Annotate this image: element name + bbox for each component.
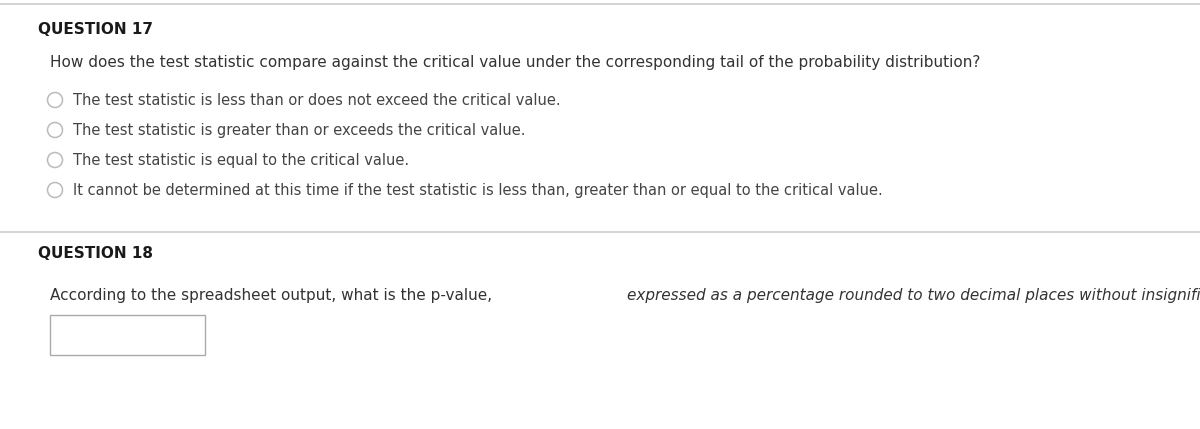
Text: The test statistic is less than or does not exceed the critical value.: The test statistic is less than or does … xyxy=(73,93,560,108)
Text: QUESTION 18: QUESTION 18 xyxy=(38,246,154,261)
Text: According to the spreadsheet output, what is the p-value,: According to the spreadsheet output, wha… xyxy=(50,288,497,303)
Text: QUESTION 17: QUESTION 17 xyxy=(38,22,154,37)
FancyBboxPatch shape xyxy=(50,315,205,355)
Text: The test statistic is equal to the critical value.: The test statistic is equal to the criti… xyxy=(73,153,409,168)
Text: How does the test statistic compare against the critical value under the corresp: How does the test statistic compare agai… xyxy=(50,55,980,70)
Text: expressed as a percentage rounded to two decimal places without insignificant di: expressed as a percentage rounded to two… xyxy=(626,288,1200,303)
Text: It cannot be determined at this time if the test statistic is less than, greater: It cannot be determined at this time if … xyxy=(73,183,883,198)
Text: The test statistic is greater than or exceeds the critical value.: The test statistic is greater than or ex… xyxy=(73,123,526,138)
